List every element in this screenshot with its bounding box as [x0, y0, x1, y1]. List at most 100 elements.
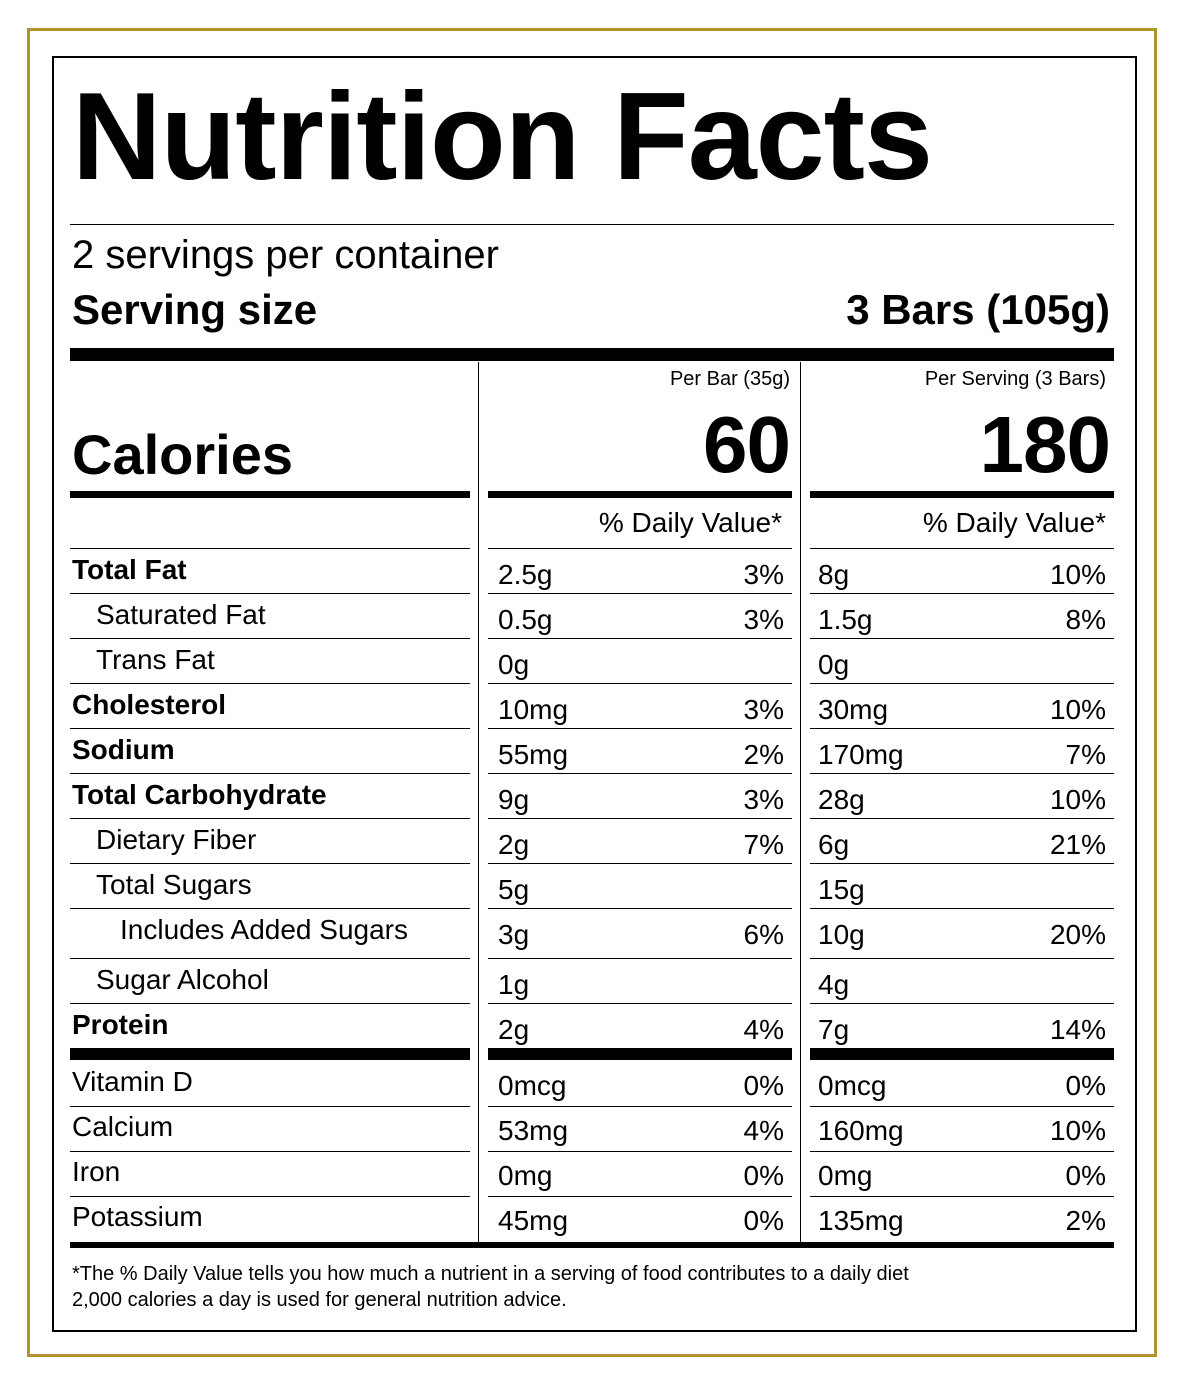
col1-amount: 55mg: [498, 739, 569, 770]
col2-daily-value: 21%: [1049, 829, 1106, 860]
col2-amount: 1.5g: [818, 604, 873, 635]
col2-amount: 30mg: [818, 694, 889, 725]
thick-rule-top: [70, 348, 1114, 361]
vitamin-rule-1: [488, 1196, 792, 1197]
col1-amount: 3g: [498, 919, 530, 950]
col1-daily-value: 3%: [743, 559, 784, 590]
column-divider-2: [800, 362, 801, 1242]
col2-amount: 7g: [818, 1014, 850, 1045]
nutrient-rule-2: [810, 1003, 1114, 1004]
calories-rule-col1: [488, 491, 792, 498]
nutrient-rule-2: [810, 548, 1114, 549]
nutrient-rule-1: [488, 728, 792, 729]
col2-daily-value: 10%: [1049, 1115, 1106, 1146]
col2-amount: 160mg: [818, 1115, 904, 1146]
col1-daily-value: 3%: [743, 694, 784, 725]
col1-amount: 45mg: [498, 1205, 569, 1236]
nutrient-rule-1: [488, 818, 792, 819]
footnote-line-1: *The % Daily Value tells you how much a …: [72, 1263, 909, 1285]
col1-daily-value: 4%: [743, 1014, 784, 1045]
col1-daily-value: 0%: [743, 1070, 784, 1101]
calories-label: Calories: [72, 423, 293, 486]
nutrient-rule-1: [488, 773, 792, 774]
nutrient-rule-0: [70, 548, 470, 549]
col2-daily-value: 14%: [1049, 1014, 1106, 1045]
col2-calories: 180: [979, 400, 1111, 489]
vitamin-rule-1: [488, 1151, 792, 1152]
col2-daily-value: 0%: [1065, 1160, 1106, 1191]
col2-amount: 0mcg: [818, 1070, 887, 1101]
col1-amount: 0g: [498, 649, 530, 680]
col2-amount: 6g: [818, 829, 850, 860]
col1-daily-value: 2%: [743, 739, 784, 770]
col2-daily-value: 10%: [1049, 694, 1106, 725]
nutrient-name: Total Sugars: [96, 869, 252, 900]
nutrient-rule-2: [810, 593, 1114, 594]
servings-per-container: 2 servings per container: [72, 233, 499, 277]
label-title: Nutrition Facts: [72, 68, 933, 206]
nutrient-name: Cholesterol: [72, 689, 227, 720]
col1-daily-value: 7%: [743, 829, 784, 860]
col1-amount: 53mg: [498, 1115, 569, 1146]
col1-daily-value: 0%: [743, 1205, 784, 1236]
col2-amount: 0mg: [818, 1160, 873, 1191]
col2-amount: 10g: [818, 919, 865, 950]
nutrient-rule-2: [810, 958, 1114, 959]
col2-amount: 15g: [818, 874, 865, 905]
col2-header: Per Serving (3 Bars): [924, 368, 1106, 390]
nutrient-name: Saturated Fat: [96, 599, 266, 630]
column-divider-1: [478, 362, 479, 1242]
col1-amount: 0mg: [498, 1160, 553, 1191]
serving-size-label: Serving size: [72, 286, 318, 333]
nutrient-rule-1: [488, 638, 792, 639]
vitamin-rule-2: [810, 1196, 1114, 1197]
nutrient-rule-0: [70, 638, 470, 639]
nutrient-rule-0: [70, 818, 470, 819]
col2-amount: 28g: [818, 784, 865, 815]
vitamin-rule-0: [70, 1106, 470, 1107]
nutrient-rule-1: [488, 683, 792, 684]
col2-amount: 0g: [818, 649, 850, 680]
col1-daily-value: 3%: [743, 604, 784, 635]
vitamin-name: Vitamin D: [72, 1066, 193, 1097]
col2-daily-value: 10%: [1049, 784, 1106, 815]
vitamin-name: Calcium: [72, 1111, 174, 1142]
col1-daily-value: 0%: [743, 1160, 784, 1191]
nutrient-rule-0: [70, 593, 470, 594]
col2-amount: 4g: [818, 969, 850, 1000]
col2-daily-value: 7%: [1065, 739, 1106, 770]
col1-calories: 60: [703, 400, 791, 489]
vitamin-rule-0: [70, 1196, 470, 1197]
nutrient-name: Dietary Fiber: [96, 824, 257, 855]
nutrient-rule-2: [810, 908, 1114, 909]
vitamin-rule-2: [810, 1151, 1114, 1152]
nutrient-rule-2: [810, 683, 1114, 684]
col1-daily-value: 4%: [743, 1115, 784, 1146]
outer-frame: [27, 28, 1157, 1357]
col2-amount: 8g: [818, 559, 850, 590]
nutrient-name: Protein: [72, 1009, 169, 1040]
nutrient-rule-2: [810, 638, 1114, 639]
nutrient-rule-1: [488, 908, 792, 909]
col1-amount: 10mg: [498, 694, 569, 725]
nutrient-rule-2: [810, 728, 1114, 729]
col1-daily-value: 6%: [743, 919, 784, 950]
vitamin-rule-2: [810, 1106, 1114, 1107]
nutrient-name: Total Fat: [72, 554, 187, 585]
col2-amount: 170mg: [818, 739, 904, 770]
footnote-rule: [70, 1242, 1114, 1248]
nutrient-name: Sodium: [72, 734, 175, 765]
col2-daily-value: 8%: [1065, 604, 1106, 635]
col2-daily-value: 2%: [1065, 1205, 1106, 1236]
protein-rule-name: [70, 1048, 470, 1060]
nutrient-rule-2: [810, 863, 1114, 864]
col1-amount: 0.5g: [498, 604, 553, 635]
nutrient-name: Total Carbohydrate: [72, 779, 327, 810]
col2-daily-value: 10%: [1049, 559, 1106, 590]
col1-amount: 2g: [498, 1014, 530, 1045]
nutrient-name: Trans Fat: [96, 644, 215, 675]
vitamin-name: Iron: [72, 1156, 121, 1187]
nutrient-name: Includes Added Sugars: [120, 914, 408, 945]
nutrient-name: Sugar Alcohol: [96, 964, 269, 995]
vitamin-rule-0: [70, 1151, 470, 1152]
